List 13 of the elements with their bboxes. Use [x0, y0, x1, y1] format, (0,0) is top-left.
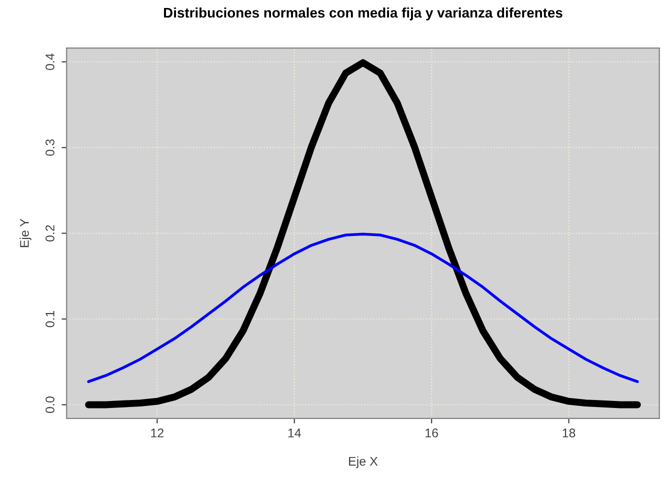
- x-tick-label: 14: [288, 428, 301, 438]
- y-tick-label: 0.0: [46, 396, 54, 413]
- y-tick-label: 0.3: [46, 139, 54, 156]
- line-series: [87, 232, 639, 383]
- y-axis-title: Eje Y: [20, 218, 32, 248]
- x-tick-label: 12: [151, 428, 164, 438]
- y-tick-label: 0.2: [46, 225, 54, 242]
- x-tick-label: 16: [426, 428, 438, 438]
- x-tick-label: 18: [562, 428, 576, 438]
- chart-title: Distribuciones normales con media fija y varianza diferentes: [164, 7, 562, 20]
- y-tick-label: 0.4: [46, 53, 54, 70]
- x-axis-title: Eje X: [349, 456, 378, 468]
- y-tick-label: 0.1: [46, 310, 54, 328]
